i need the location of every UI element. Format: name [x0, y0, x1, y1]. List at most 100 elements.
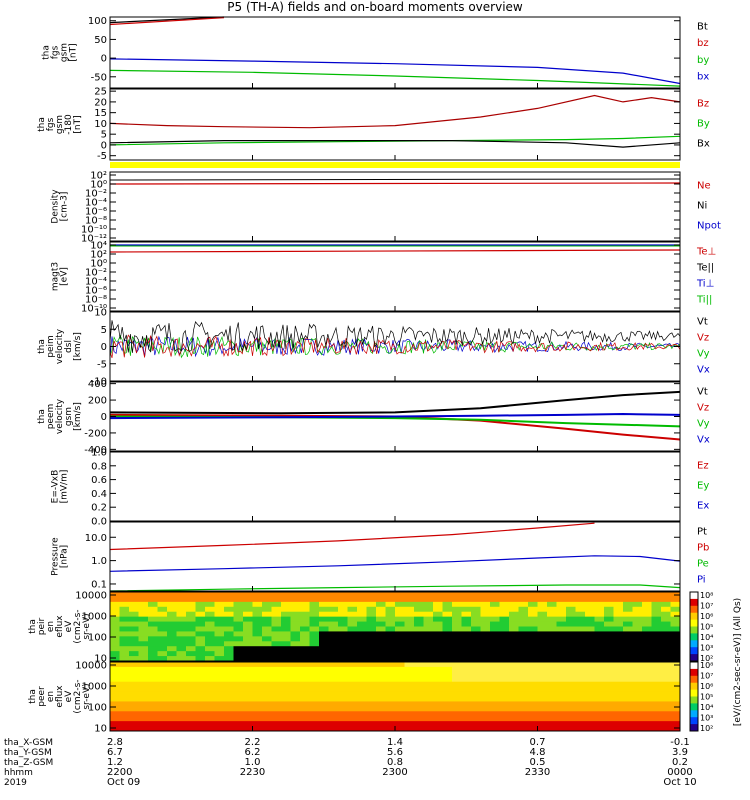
- heatmap-cell: [290, 721, 301, 727]
- heatmap-cell: [214, 592, 225, 598]
- heatmap-cell: [452, 711, 462, 717]
- heatmap-cell: [480, 716, 491, 722]
- y-tick-label: 100: [88, 633, 107, 644]
- heatmap-cell: [452, 626, 462, 632]
- heatmap-cell: [195, 671, 206, 678]
- heatmap-cell: [537, 626, 548, 632]
- heatmap-cell: [423, 681, 434, 688]
- heatmap-cell: [623, 636, 633, 642]
- heatmap-cell: [604, 671, 614, 678]
- legend-entry: Vy: [697, 419, 710, 430]
- y-axis-label: E=-VxB: [51, 470, 61, 504]
- heatmap-cell: [385, 716, 396, 722]
- heatmap-cell: [357, 716, 367, 722]
- heatmap-cell: [319, 696, 329, 702]
- y-axis-label: gsm: [64, 407, 74, 426]
- heatmap-cell: [290, 706, 301, 712]
- heatmap-cell: [661, 726, 671, 732]
- heatmap-cell: [214, 641, 225, 647]
- heatmap-cell: [347, 726, 358, 732]
- y-tick-label: 0: [101, 140, 107, 151]
- heatmap-cell: [623, 686, 633, 693]
- heatmap-cell: [623, 621, 633, 627]
- heatmap-cell: [347, 721, 358, 727]
- heatmap-cell: [480, 611, 491, 618]
- heatmap-cell: [585, 626, 595, 632]
- heatmap-cell: [290, 696, 301, 702]
- heatmap-cell: [537, 616, 548, 623]
- heatmap-cell: [138, 711, 149, 717]
- heatmap-cell: [167, 716, 177, 722]
- y-axis-label: [mV/m]: [60, 470, 70, 504]
- heatmap-cell: [556, 666, 567, 673]
- heatmap-cell: [651, 716, 662, 722]
- heatmap-cell: [594, 676, 605, 683]
- heatmap-cell: [214, 686, 225, 693]
- heatmap-cell: [547, 646, 557, 652]
- heatmap-cell: [148, 666, 158, 673]
- colorbar-tick-label: 10⁶: [700, 682, 713, 691]
- heatmap-cell: [148, 651, 158, 657]
- heatmap-cell: [138, 606, 149, 613]
- heatmap-cell: [319, 616, 329, 623]
- heatmap-cell: [167, 606, 177, 613]
- heatmap-cell: [195, 606, 206, 613]
- heatmap-cell: [575, 601, 586, 608]
- heatmap-cell: [433, 606, 443, 613]
- panel-frame: [109, 451, 681, 522]
- heatmap-cell: [157, 646, 168, 652]
- heatmap-cell: [176, 711, 187, 717]
- heatmap-cell: [224, 656, 234, 662]
- heatmap-cell: [347, 691, 358, 697]
- y-tick-label: -400: [84, 445, 107, 456]
- heatmap-cell: [433, 721, 443, 727]
- heatmap-cell: [300, 651, 310, 657]
- heatmap-cell: [129, 706, 139, 712]
- heatmap-cell: [281, 596, 291, 603]
- heatmap-cell: [423, 636, 434, 642]
- heatmap-cell: [556, 636, 567, 642]
- heatmap-cell: [395, 636, 405, 642]
- heatmap-cell: [338, 711, 348, 717]
- heatmap-cell: [566, 706, 576, 712]
- heatmap-cell: [461, 662, 472, 668]
- heatmap-cell: [452, 621, 462, 627]
- heatmap-cell: [670, 696, 681, 702]
- heatmap-cell: [556, 726, 567, 732]
- heatmap-cell: [309, 601, 320, 608]
- heatmap-cell: [281, 601, 291, 608]
- heatmap-cell: [632, 631, 643, 637]
- heatmap-cell: [423, 626, 434, 632]
- heatmap-cell: [452, 592, 462, 598]
- heatmap-cell: [195, 656, 206, 662]
- heatmap-cell: [518, 621, 529, 627]
- heatmap-cell: [433, 656, 443, 662]
- heatmap-cell: [414, 621, 424, 627]
- heatmap-cell: [518, 721, 529, 727]
- legend-entry: Bz: [697, 99, 709, 110]
- heatmap-cell: [461, 621, 472, 627]
- heatmap-cell: [328, 626, 339, 632]
- heatmap-cell: [176, 631, 187, 637]
- heatmap-cell: [642, 646, 652, 652]
- heatmap-cell: [594, 596, 605, 603]
- heatmap-cell: [129, 671, 139, 678]
- heatmap-cell: [651, 662, 662, 668]
- heatmap-cell: [423, 611, 434, 618]
- heatmap-cell: [395, 641, 405, 647]
- legend-entry: Vz: [697, 332, 709, 343]
- heatmap-cell: [499, 686, 510, 693]
- heatmap-cell: [328, 691, 339, 697]
- y-tick-label: 10²: [90, 250, 107, 261]
- heatmap-cell: [376, 636, 386, 642]
- heatmap-cell: [490, 616, 500, 623]
- heatmap-cell: [661, 596, 671, 603]
- y-tick-label: 10²: [90, 171, 107, 182]
- heatmap-cell: [129, 601, 139, 608]
- heatmap-cell: [205, 701, 215, 707]
- y-axis-label: tha: [28, 619, 38, 634]
- heatmap-cell: [224, 691, 234, 697]
- heatmap-cell: [319, 641, 329, 647]
- heatmap-cell: [490, 596, 500, 603]
- heatmap-cell: [604, 681, 614, 688]
